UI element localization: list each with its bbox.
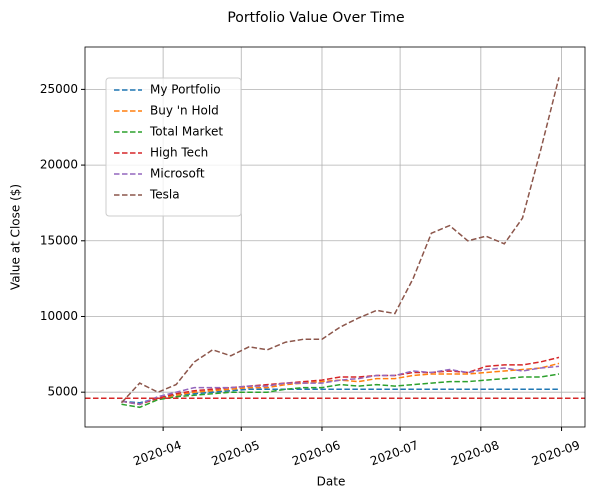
x-tick-label: 2020-08	[449, 438, 501, 468]
x-tick-label: 2020-05	[210, 438, 262, 468]
x-axis-label: Date	[317, 475, 346, 489]
series-line	[121, 356, 560, 406]
y-tick-label: 10000	[40, 309, 78, 323]
series-line	[121, 365, 560, 406]
legend: My Portfolio Buy 'n Hold Total Market High …	[105, 77, 242, 217]
legend-label: My Portfolio	[150, 83, 221, 97]
series-line	[120, 77, 560, 404]
legend-label: High Tech	[150, 146, 208, 160]
y-tick-label: 20000	[40, 158, 78, 172]
legend-label: Tesla	[149, 188, 180, 202]
plot-frame	[84, 46, 586, 428]
series-line	[121, 362, 560, 406]
x-tick-label: 2020-06	[290, 438, 342, 468]
x-tick-label: 2020-09	[530, 438, 582, 468]
chart-title: Portfolio Value Over Time	[227, 10, 404, 26]
series-line	[121, 388, 559, 404]
y-tick-label: 5000	[47, 385, 78, 399]
y-tick-label: 25000	[40, 82, 78, 96]
legend-label: Total Market	[149, 125, 223, 139]
legend-label: Microsoft	[150, 167, 205, 181]
y-axis-label: Value at Close ($)	[9, 184, 23, 290]
x-tick-label: 2020-04	[131, 438, 183, 468]
legend-box	[105, 77, 242, 217]
x-tick-label: 2020-07	[368, 438, 420, 468]
legend-label: Buy 'n Hold	[150, 104, 219, 118]
series-line	[121, 373, 560, 409]
y-tick-label: 15000	[40, 233, 78, 247]
